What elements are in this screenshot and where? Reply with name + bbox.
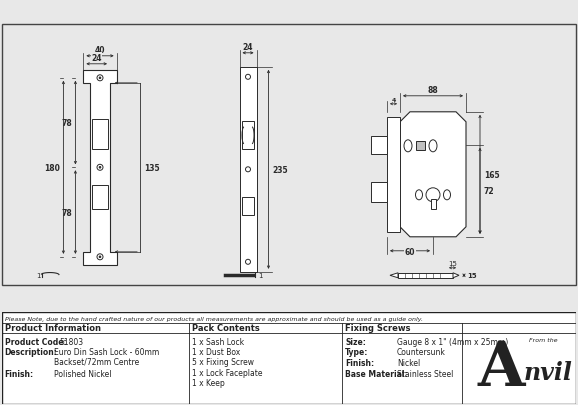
Bar xyxy=(387,117,400,232)
Text: 40: 40 xyxy=(95,46,105,55)
Text: Nickel: Nickel xyxy=(397,358,420,367)
Text: 1: 1 xyxy=(36,272,40,278)
Text: Finish:: Finish: xyxy=(345,358,374,367)
Text: 165: 165 xyxy=(484,171,499,179)
Text: Please Note, due to the hand crafted nature of our products all measurements are: Please Note, due to the hand crafted nat… xyxy=(5,316,423,321)
Bar xyxy=(239,68,257,272)
Ellipse shape xyxy=(443,190,450,200)
Text: 1 x Dust Box: 1 x Dust Box xyxy=(192,347,240,356)
Text: 235: 235 xyxy=(272,165,288,175)
Text: Type:: Type: xyxy=(345,347,368,356)
Circle shape xyxy=(99,256,101,258)
Text: Polished Nickel: Polished Nickel xyxy=(54,369,112,378)
Bar xyxy=(92,186,108,210)
Text: Stainless Steel: Stainless Steel xyxy=(397,369,454,378)
Text: Gauge 8 x 1" (4mm x 25mm): Gauge 8 x 1" (4mm x 25mm) xyxy=(397,337,508,345)
Text: 15: 15 xyxy=(448,260,457,266)
Bar xyxy=(371,136,387,154)
Text: 1 x Sash Lock: 1 x Sash Lock xyxy=(192,337,244,345)
Text: 88: 88 xyxy=(428,85,438,94)
Polygon shape xyxy=(400,113,466,237)
Bar xyxy=(242,198,254,216)
Bar xyxy=(371,182,387,202)
Text: 4: 4 xyxy=(391,98,396,102)
Text: 24: 24 xyxy=(243,43,253,52)
Text: Countersunk: Countersunk xyxy=(397,347,446,356)
Text: 72: 72 xyxy=(484,187,495,196)
Text: 1 x Keep: 1 x Keep xyxy=(192,378,225,387)
Text: 1 x Lock Faceplate: 1 x Lock Faceplate xyxy=(192,368,262,377)
Ellipse shape xyxy=(416,190,423,200)
Text: 78: 78 xyxy=(62,208,72,217)
Text: 5 x Fixing Screw: 5 x Fixing Screw xyxy=(192,358,254,367)
Bar xyxy=(92,120,108,150)
Ellipse shape xyxy=(404,141,412,152)
Circle shape xyxy=(99,167,101,168)
Text: Pack Contents: Pack Contents xyxy=(192,323,260,332)
Text: 135: 135 xyxy=(144,163,160,173)
Text: Product Information: Product Information xyxy=(5,323,101,332)
Polygon shape xyxy=(83,70,117,265)
Text: 15: 15 xyxy=(467,273,477,279)
Bar xyxy=(431,199,435,209)
Text: Fixing Screws: Fixing Screws xyxy=(345,323,410,332)
Polygon shape xyxy=(390,273,398,278)
Bar xyxy=(398,273,453,278)
Text: 51803: 51803 xyxy=(60,337,84,345)
Text: From the: From the xyxy=(529,337,558,342)
Text: Size:: Size: xyxy=(345,337,366,345)
Bar xyxy=(416,141,425,150)
Text: 78: 78 xyxy=(62,119,72,128)
Text: 60: 60 xyxy=(405,247,415,256)
Ellipse shape xyxy=(429,141,437,152)
Text: Description:: Description: xyxy=(5,347,58,356)
Text: Backset/72mm Centre: Backset/72mm Centre xyxy=(54,356,139,365)
Text: Product Code:: Product Code: xyxy=(5,337,66,345)
Text: 1: 1 xyxy=(258,272,262,278)
Text: 24: 24 xyxy=(91,54,102,63)
Text: nvil: nvil xyxy=(523,360,572,384)
Text: Base Material:: Base Material: xyxy=(345,369,407,378)
Text: 180: 180 xyxy=(45,163,61,173)
Polygon shape xyxy=(453,273,459,278)
Text: A: A xyxy=(477,339,525,399)
Circle shape xyxy=(99,78,101,79)
Text: Finish:: Finish: xyxy=(5,369,34,378)
Bar xyxy=(242,122,254,150)
Text: Euro Din Sash Lock - 60mm: Euro Din Sash Lock - 60mm xyxy=(54,347,159,356)
